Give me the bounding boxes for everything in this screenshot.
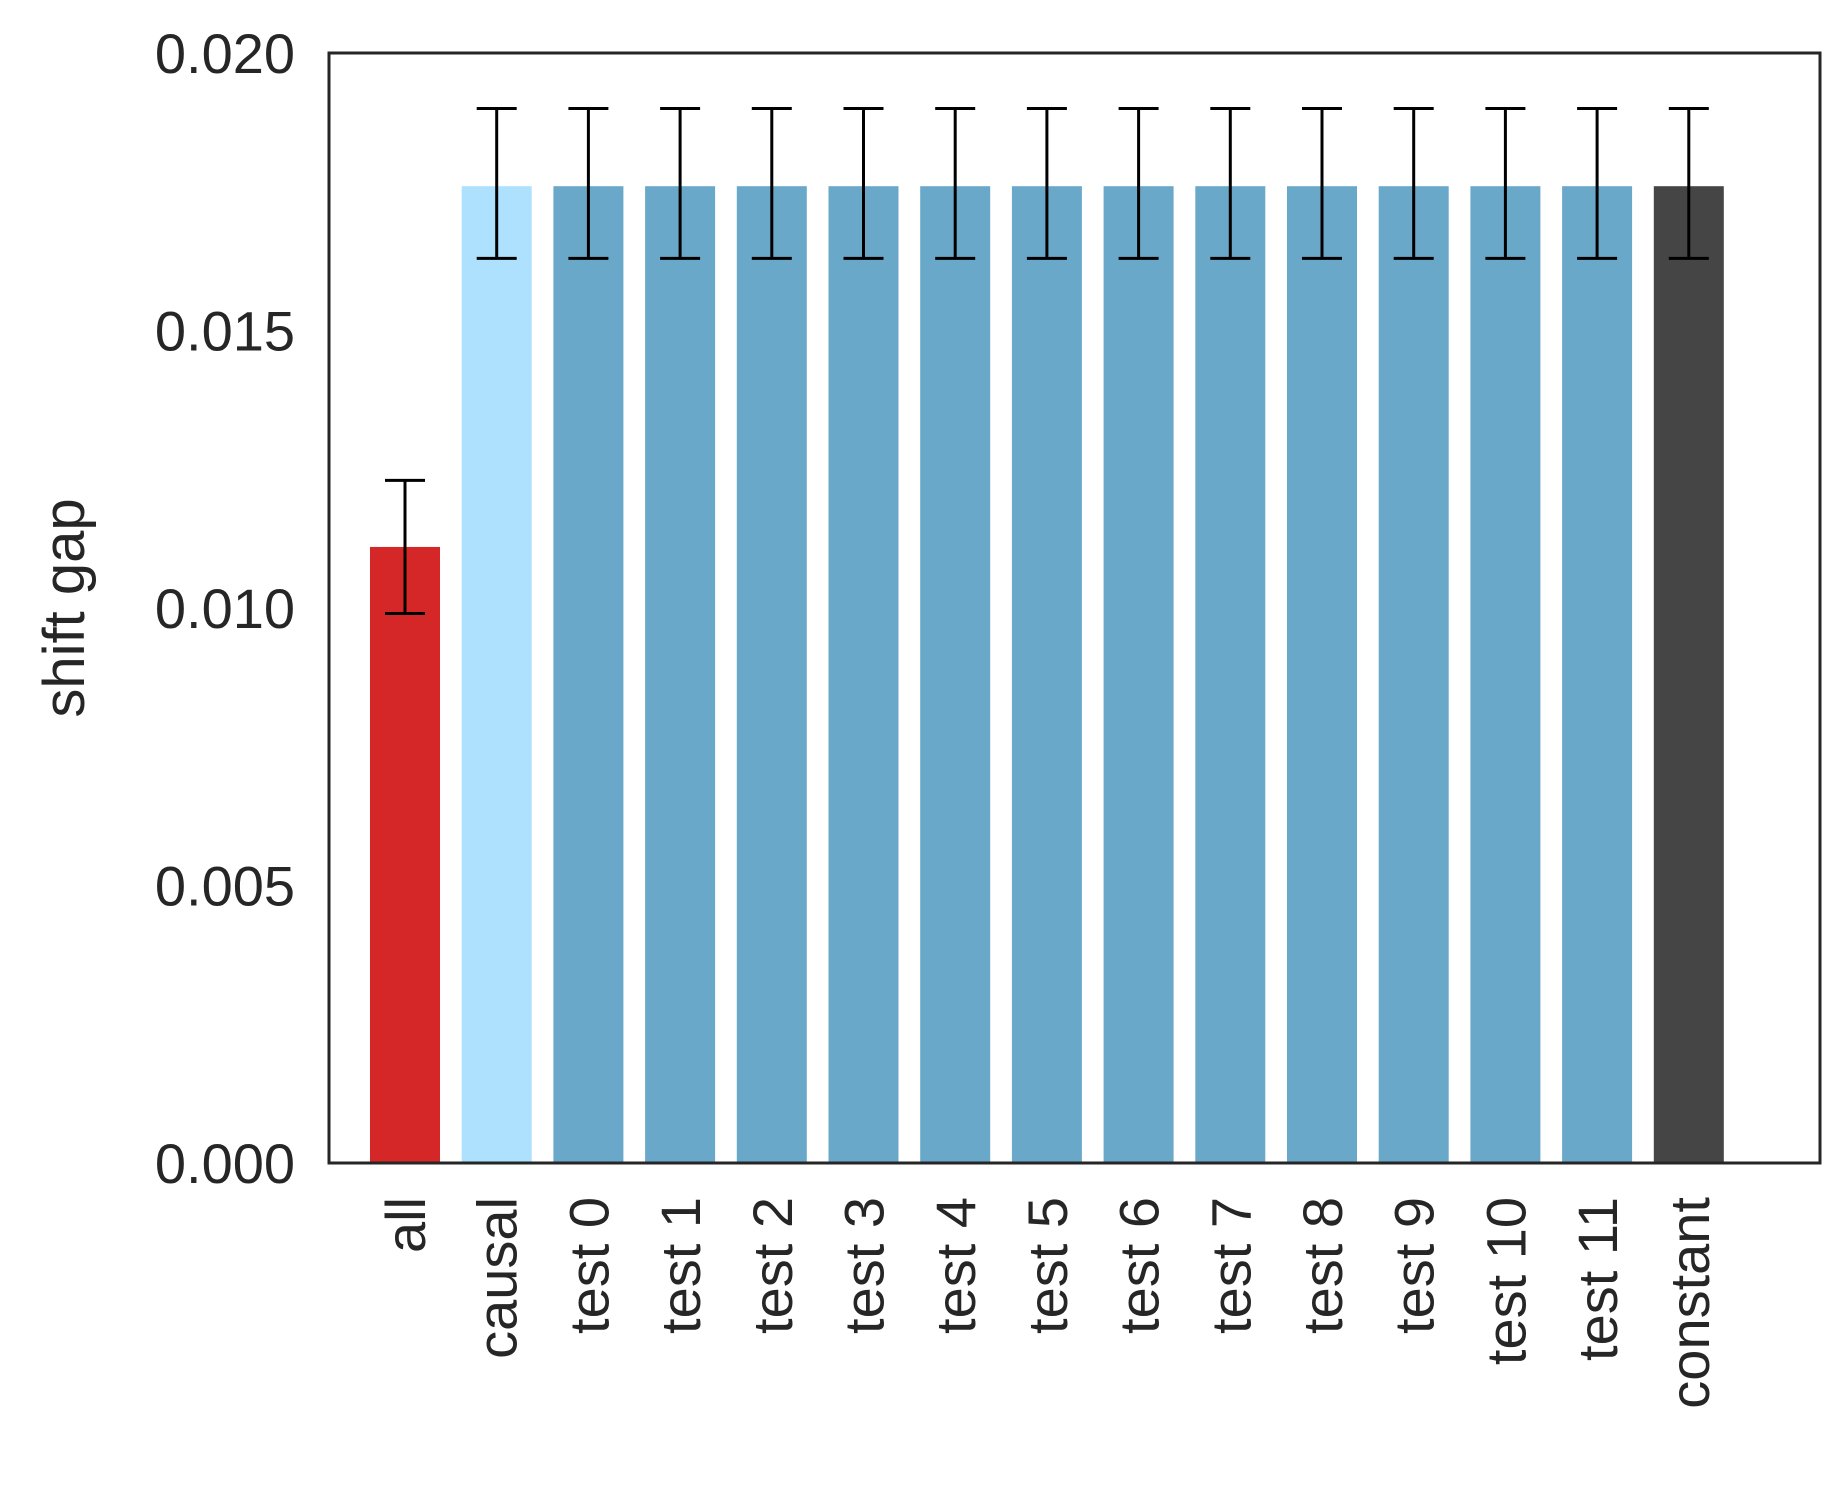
error-bar-test-5	[1026, 107, 1067, 260]
y-tick-label: 0.000	[155, 1132, 295, 1195]
y-tick-label: 0.010	[155, 577, 295, 640]
x-tick-label: test 9	[1383, 1197, 1446, 1334]
bar-test-11	[1562, 186, 1633, 1163]
error-bar-test-0	[568, 107, 609, 260]
error-bar-test-3	[843, 107, 884, 260]
x-tick-label: test 5	[1016, 1197, 1079, 1334]
bar-test-7	[1195, 186, 1266, 1163]
y-tick-label: 0.020	[155, 22, 295, 85]
bar-test-6	[1103, 186, 1174, 1163]
plot-frame	[327, 51, 1822, 1165]
bar-causal	[461, 186, 532, 1163]
x-tick-label: test 6	[1108, 1197, 1171, 1334]
bar-test-2	[736, 186, 807, 1163]
error-bar-test-1	[660, 107, 701, 260]
error-bar-constant	[1668, 107, 1709, 260]
error-bar-test-9	[1393, 107, 1434, 260]
bar-test-3	[828, 186, 899, 1163]
error-bar-test-8	[1302, 107, 1342, 260]
x-tick-label: test 11	[1566, 1197, 1629, 1361]
bar-test-9	[1378, 186, 1449, 1163]
x-tick-label: test 1	[649, 1197, 712, 1334]
y-axis-ticks: 0.000 0.005 0.010 0.015 0.020	[155, 22, 295, 1195]
bar-test-8	[1287, 186, 1357, 1163]
error-bar-test-11	[1577, 107, 1618, 260]
x-tick-label: test 2	[741, 1197, 804, 1334]
bar-test-10	[1470, 186, 1541, 1163]
error-bar-test-7	[1210, 107, 1251, 260]
y-axis-label: shift gap	[32, 498, 97, 717]
error-bar-causal	[476, 107, 517, 260]
error-bar-all	[385, 478, 425, 616]
y-tick-label: 0.005	[155, 855, 295, 918]
x-axis-ticks: all causal test 0 test 1 test 2 test 3 test 4 t…	[374, 1197, 1721, 1409]
bar-constant	[1653, 186, 1724, 1163]
bar-test-4	[920, 186, 991, 1163]
x-tick-label: constant	[1658, 1197, 1721, 1409]
x-tick-label: test 8	[1291, 1197, 1354, 1334]
error-bar-test-10	[1485, 107, 1526, 260]
bar-test-1	[645, 186, 716, 1163]
bar-test-5	[1011, 186, 1082, 1163]
x-tick-label: test 10	[1474, 1197, 1537, 1365]
x-tick-label: all	[374, 1197, 437, 1253]
error-bar-test-6	[1118, 107, 1159, 260]
bars-group	[370, 186, 1724, 1163]
x-tick-label: causal	[466, 1197, 529, 1359]
error-bars-group	[385, 107, 1709, 616]
error-bar-test-2	[751, 107, 792, 260]
x-tick-label: test 0	[557, 1197, 620, 1334]
y-tick-label: 0.015	[155, 300, 295, 363]
bar-all	[370, 546, 440, 1163]
x-tick-label: test 7	[1199, 1197, 1262, 1334]
error-bar-test-4	[935, 107, 976, 260]
x-tick-label: test 4	[924, 1197, 987, 1334]
bar-test-0	[553, 186, 624, 1163]
x-tick-label: test 3	[833, 1197, 896, 1334]
